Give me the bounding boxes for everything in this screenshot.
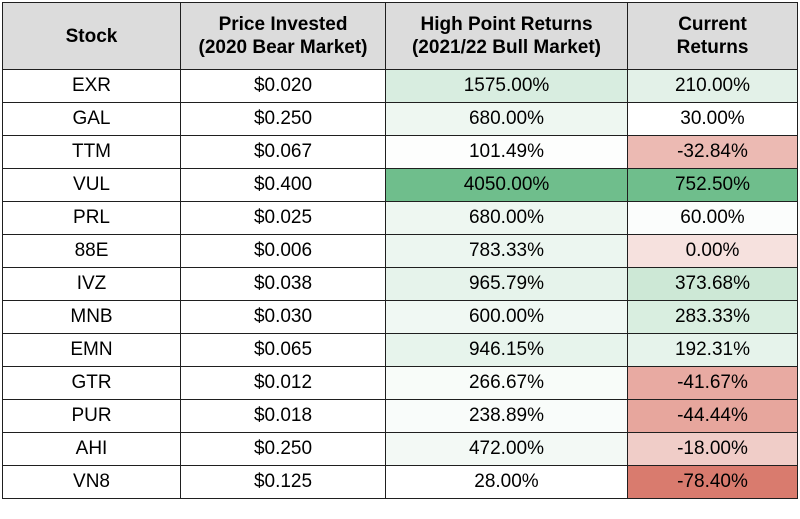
cell-current-return[interactable]: -18.00% (627, 432, 798, 466)
cell-stock[interactable]: IVZ (2, 267, 181, 301)
table-row: GAL $0.250 680.00% 30.00% (2, 102, 798, 136)
cell-current-return[interactable]: -32.84% (627, 135, 798, 169)
cell-stock[interactable]: GTR (2, 366, 181, 400)
header-row: Stock Price Invested (2020 Bear Market) … (2, 2, 798, 70)
header-stock-label: Stock (65, 25, 118, 47)
table-row: MNB $0.030 600.00% 283.33% (2, 300, 798, 334)
header-stock[interactable]: Stock (2, 2, 181, 70)
cell-current-return[interactable]: 210.00% (627, 69, 798, 103)
cell-high-point-return[interactable]: 680.00% (385, 102, 628, 136)
cell-price-invested[interactable]: $0.250 (180, 432, 386, 466)
cell-high-point-return[interactable]: 472.00% (385, 432, 628, 466)
cell-price-invested[interactable]: $0.125 (180, 465, 386, 499)
cell-price-invested[interactable]: $0.038 (180, 267, 386, 301)
cell-price-invested[interactable]: $0.400 (180, 168, 386, 202)
table-row: TTM $0.067 101.49% -32.84% (2, 135, 798, 169)
cell-current-return[interactable]: 0.00% (627, 234, 798, 268)
cell-price-invested[interactable]: $0.018 (180, 399, 386, 433)
cell-stock[interactable]: EXR (2, 69, 181, 103)
cell-stock[interactable]: EMN (2, 333, 181, 367)
cell-stock[interactable]: AHI (2, 432, 181, 466)
header-current-returns[interactable]: Current Returns (627, 2, 798, 70)
cell-price-invested[interactable]: $0.030 (180, 300, 386, 334)
cell-price-invested[interactable]: $0.012 (180, 366, 386, 400)
header-price-invested[interactable]: Price Invested (2020 Bear Market) (180, 2, 386, 70)
cell-high-point-return[interactable]: 266.67% (385, 366, 628, 400)
header-price-line1: Price Invested (218, 14, 348, 35)
cell-price-invested[interactable]: $0.020 (180, 69, 386, 103)
cell-stock[interactable]: VN8 (2, 465, 181, 499)
header-high-point-returns[interactable]: High Point Returns (2021/22 Bull Market) (385, 2, 628, 70)
table-row: EMN $0.065 946.15% 192.31% (2, 333, 798, 367)
cell-current-return[interactable]: 373.68% (627, 267, 798, 301)
cell-current-return[interactable]: -41.67% (627, 366, 798, 400)
cell-high-point-return[interactable]: 680.00% (385, 201, 628, 235)
table-row: AHI $0.250 472.00% -18.00% (2, 432, 798, 466)
header-price-line2: (2020 Bear Market) (198, 37, 368, 58)
header-current-line2: Returns (676, 37, 749, 58)
cell-price-invested[interactable]: $0.006 (180, 234, 386, 268)
table-row: PUR $0.018 238.89% -44.44% (2, 399, 798, 433)
header-high-line2: (2021/22 Bull Market) (411, 37, 602, 58)
cell-price-invested[interactable]: $0.250 (180, 102, 386, 136)
table-row: EXR $0.020 1575.00% 210.00% (2, 69, 798, 103)
cell-price-invested[interactable]: $0.067 (180, 135, 386, 169)
cell-high-point-return[interactable]: 600.00% (385, 300, 628, 334)
cell-high-point-return[interactable]: 4050.00% (385, 168, 628, 202)
returns-table: Stock Price Invested (2020 Bear Market) … (2, 2, 798, 499)
cell-high-point-return[interactable]: 28.00% (385, 465, 628, 499)
header-high-line1: High Point Returns (420, 14, 593, 35)
cell-stock[interactable]: TTM (2, 135, 181, 169)
cell-price-invested[interactable]: $0.065 (180, 333, 386, 367)
cell-high-point-return[interactable]: 101.49% (385, 135, 628, 169)
cell-current-return[interactable]: 752.50% (627, 168, 798, 202)
cell-current-return[interactable]: 60.00% (627, 201, 798, 235)
table-row: VUL $0.400 4050.00% 752.50% (2, 168, 798, 202)
cell-high-point-return[interactable]: 965.79% (385, 267, 628, 301)
cell-high-point-return[interactable]: 238.89% (385, 399, 628, 433)
cell-current-return[interactable]: 283.33% (627, 300, 798, 334)
cell-high-point-return[interactable]: 783.33% (385, 234, 628, 268)
table-row: VN8 $0.125 28.00% -78.40% (2, 465, 798, 499)
cell-stock[interactable]: PRL (2, 201, 181, 235)
table-row: 88E $0.006 783.33% 0.00% (2, 234, 798, 268)
cell-stock[interactable]: MNB (2, 300, 181, 334)
cell-current-return[interactable]: -44.44% (627, 399, 798, 433)
cell-current-return[interactable]: 30.00% (627, 102, 798, 136)
table-row: GTR $0.012 266.67% -41.67% (2, 366, 798, 400)
header-current-line1: Current (678, 14, 747, 35)
cell-stock[interactable]: VUL (2, 168, 181, 202)
cell-stock[interactable]: GAL (2, 102, 181, 136)
cell-stock[interactable]: 88E (2, 234, 181, 268)
cell-current-return[interactable]: 192.31% (627, 333, 798, 367)
cell-high-point-return[interactable]: 1575.00% (385, 69, 628, 103)
table-row: IVZ $0.038 965.79% 373.68% (2, 267, 798, 301)
cell-stock[interactable]: PUR (2, 399, 181, 433)
cell-high-point-return[interactable]: 946.15% (385, 333, 628, 367)
cell-current-return[interactable]: -78.40% (627, 465, 798, 499)
cell-price-invested[interactable]: $0.025 (180, 201, 386, 235)
table-row: PRL $0.025 680.00% 60.00% (2, 201, 798, 235)
